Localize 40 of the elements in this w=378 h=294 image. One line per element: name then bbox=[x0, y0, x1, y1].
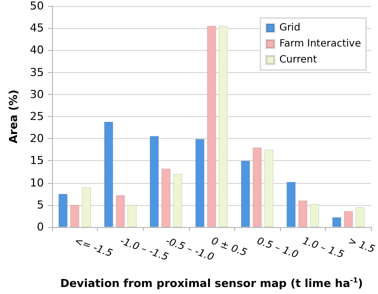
bar bbox=[82, 187, 91, 227]
bar bbox=[298, 200, 308, 227]
x-tick-label: > 1.5 bbox=[346, 236, 376, 256]
y-tick-label: 5 bbox=[36, 198, 44, 212]
bar bbox=[173, 174, 182, 227]
bar bbox=[252, 147, 262, 227]
y-tick-label: 0 bbox=[36, 220, 44, 234]
legend-label: Grid bbox=[279, 22, 300, 34]
x-tick-label: 0.5 – 1.0 bbox=[255, 236, 300, 261]
x-tick-label: <= -1.5 bbox=[72, 236, 114, 260]
y-tick-label: 40 bbox=[30, 44, 44, 57]
y-tick-label: 45 bbox=[30, 22, 44, 35]
bar bbox=[264, 150, 274, 227]
bar bbox=[286, 182, 296, 227]
bar bbox=[58, 194, 68, 227]
bar bbox=[195, 139, 204, 227]
bar bbox=[150, 136, 159, 227]
bar bbox=[240, 160, 250, 227]
bar bbox=[128, 204, 137, 227]
legend-label: Current bbox=[279, 54, 317, 66]
bar bbox=[310, 204, 320, 227]
y-axis-title: Area (%) bbox=[7, 90, 20, 144]
bar bbox=[344, 211, 353, 227]
bar bbox=[104, 122, 114, 227]
x-tick-label: 1.0 – 1.5 bbox=[300, 236, 346, 261]
y-tick-label: 30 bbox=[30, 88, 44, 101]
y-tick-label: 25 bbox=[30, 110, 44, 123]
y-tick-label: 10 bbox=[30, 176, 44, 190]
y-tick-label: 20 bbox=[30, 132, 44, 146]
y-tick-label: 35 bbox=[30, 66, 44, 79]
bar bbox=[332, 217, 342, 227]
bar bbox=[161, 168, 170, 227]
legend-label: Farm Interactive bbox=[279, 38, 362, 50]
y-tick-label: 15 bbox=[30, 154, 44, 168]
bar bbox=[116, 195, 125, 227]
bar bbox=[70, 204, 80, 227]
bar bbox=[218, 26, 228, 227]
bar bbox=[207, 26, 216, 227]
bar bbox=[356, 207, 365, 227]
y-tick-label: 50 bbox=[30, 0, 44, 12]
